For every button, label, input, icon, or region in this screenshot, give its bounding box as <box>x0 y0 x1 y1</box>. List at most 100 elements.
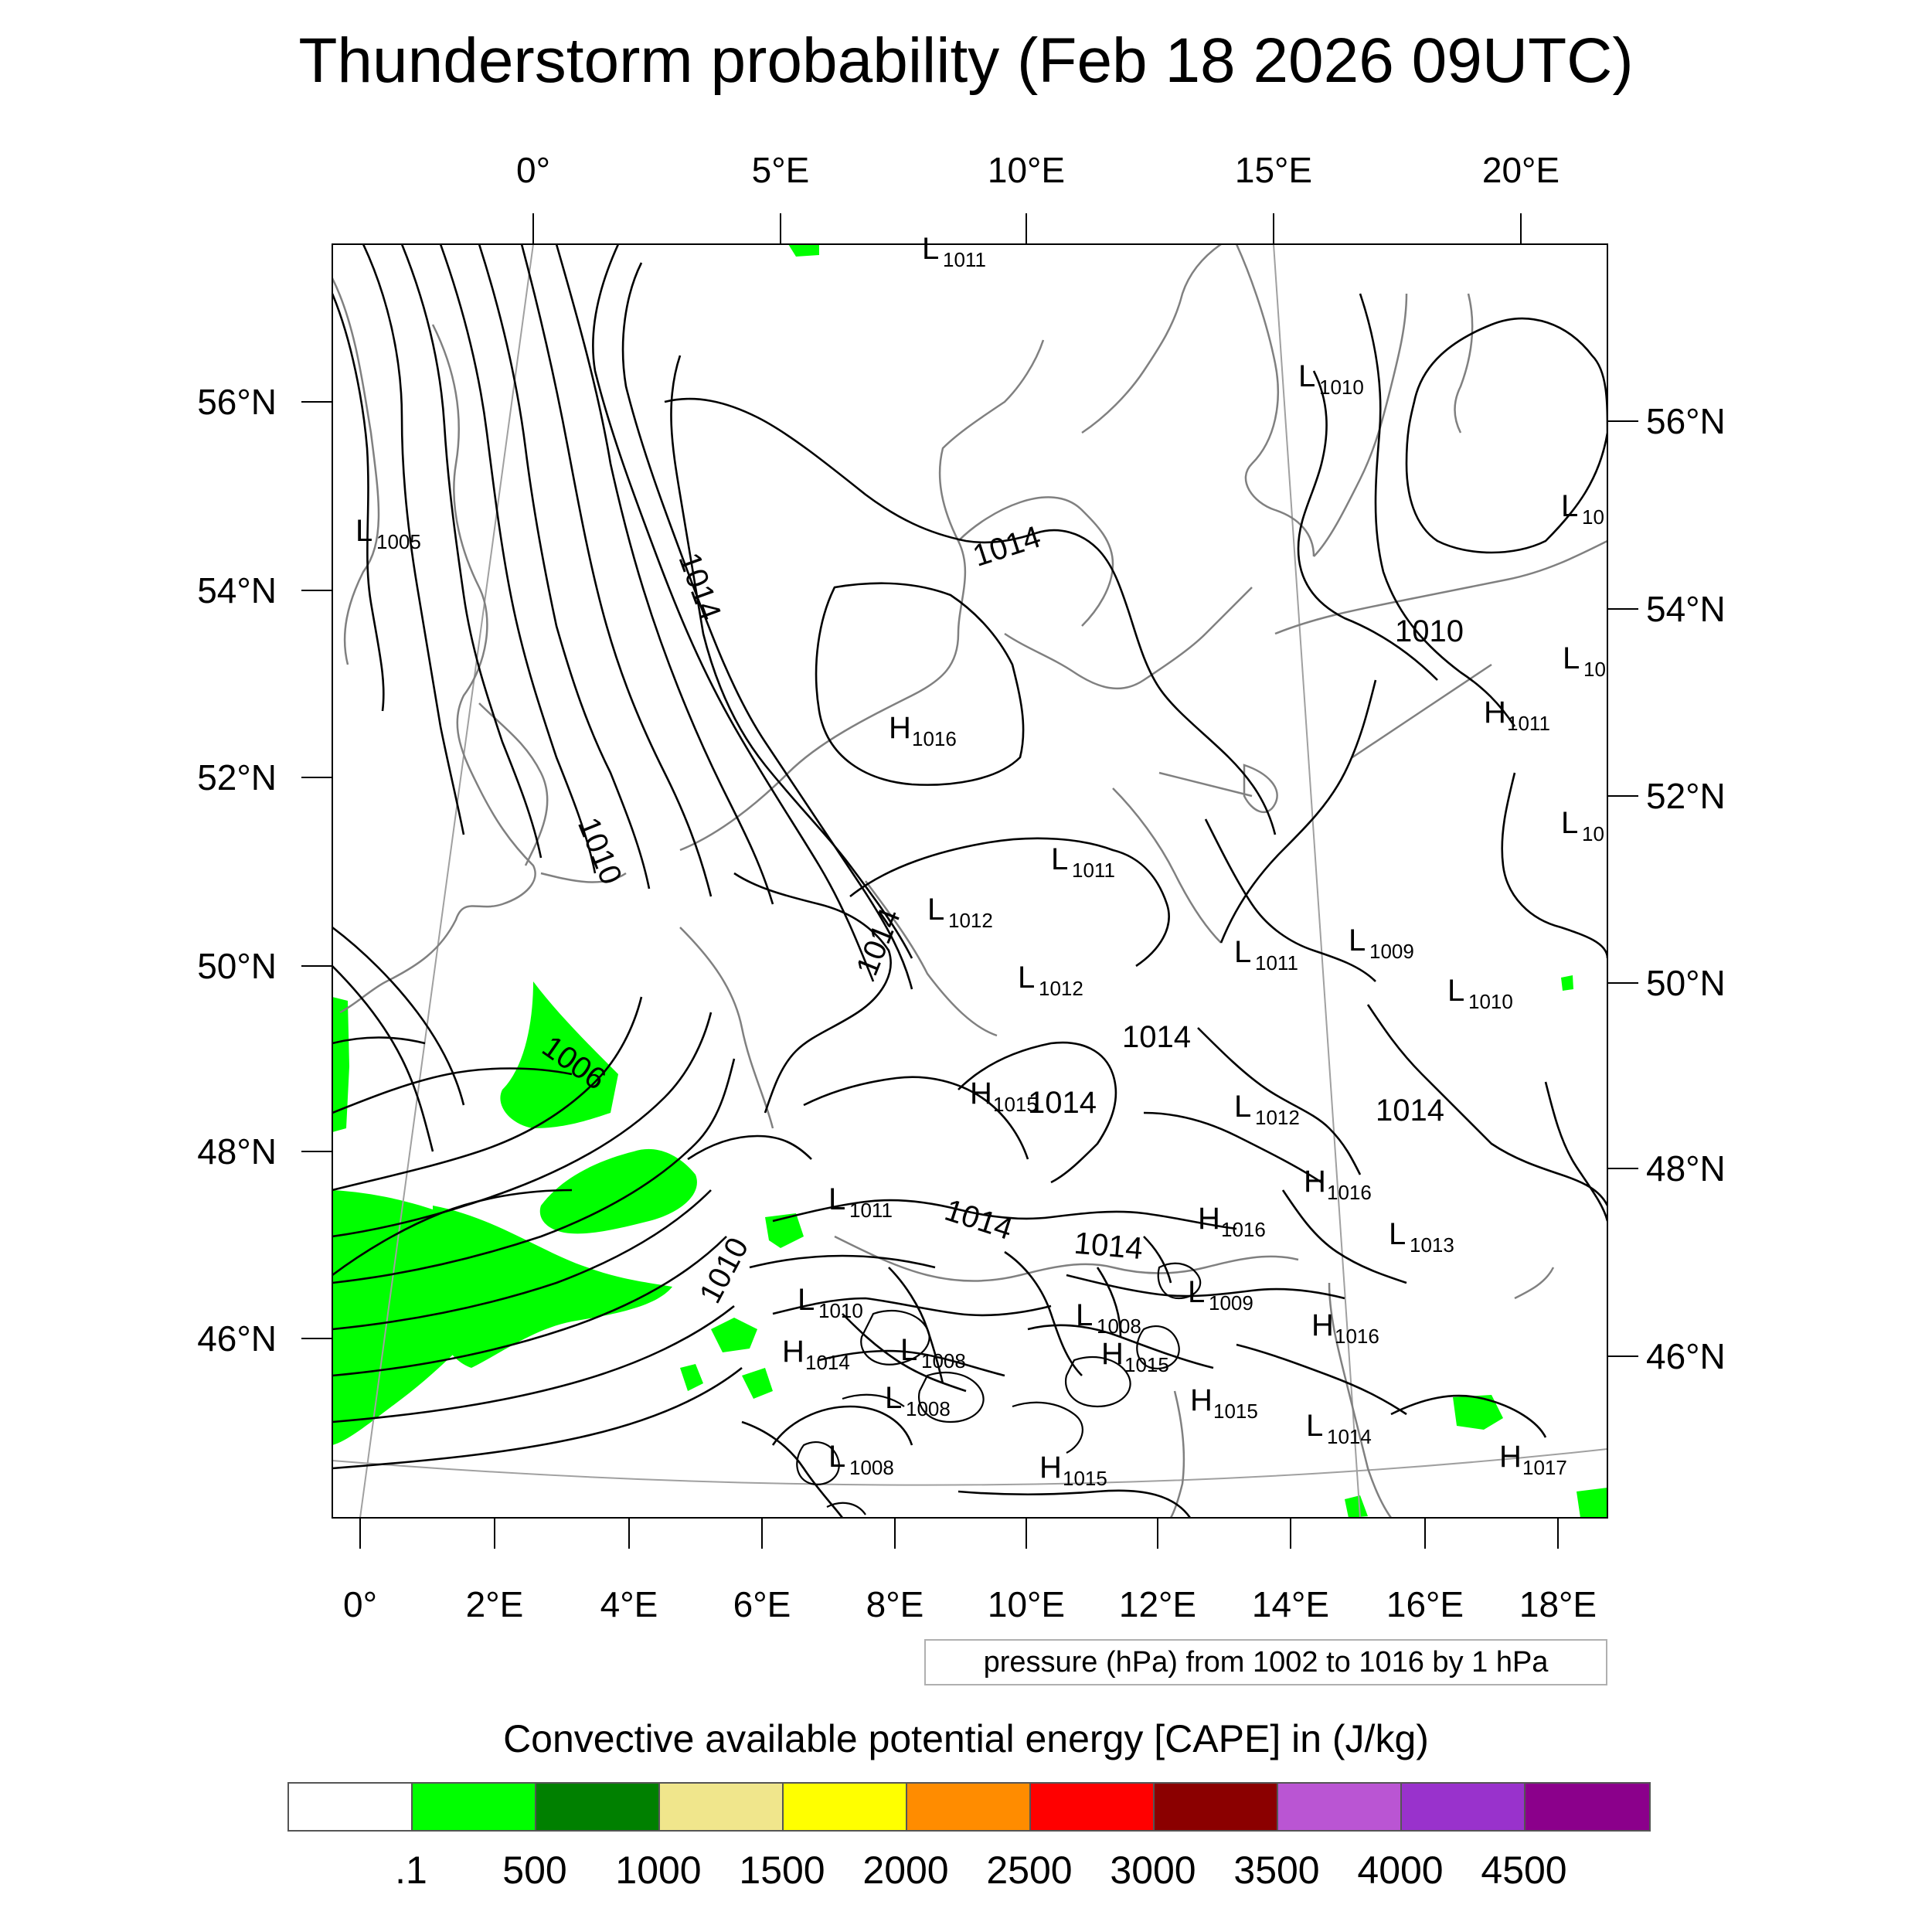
contour-label: 1014 <box>1028 1086 1097 1120</box>
svg-text:L: L <box>1234 935 1251 969</box>
svg-text:H: H <box>889 711 911 745</box>
lon-label: 16°E <box>1386 1584 1464 1624</box>
svg-text:1012: 1012 <box>1255 1106 1300 1129</box>
pressure-center: L 10 <box>1563 641 1606 681</box>
lat-label: 54°N <box>197 570 277 611</box>
svg-text:L: L <box>1561 489 1578 523</box>
svg-text:H: H <box>1484 696 1506 730</box>
pressure-center: L 1014 <box>1306 1409 1372 1448</box>
colorbar-label: 2500 <box>986 1849 1073 1892</box>
colorbar-swatch <box>784 1784 907 1830</box>
pressure-center: H 1015 <box>1190 1383 1258 1423</box>
pressure-center: L 1011 <box>828 1182 893 1222</box>
svg-text:L: L <box>900 1333 917 1367</box>
pressure-center: L 1012 <box>1234 1090 1300 1129</box>
svg-text:1008: 1008 <box>921 1349 966 1372</box>
lon-label: 10°E <box>987 150 1066 190</box>
lon-label: 2°E <box>465 1584 524 1624</box>
lon-label: 0° <box>516 150 550 190</box>
colorbar-label: 4000 <box>1357 1849 1444 1892</box>
contour-label: 1010 <box>1395 614 1464 648</box>
svg-text:1015: 1015 <box>1063 1467 1107 1490</box>
colorbar <box>287 1782 1651 1832</box>
lat-label: 52°N <box>1646 776 1726 816</box>
svg-text:L: L <box>828 1182 845 1216</box>
lat-label: 52°N <box>197 757 277 798</box>
pressure-center: L 10 <box>1561 489 1604 529</box>
graticule <box>332 244 1607 1518</box>
pressure-center: L 1008 <box>885 1381 951 1420</box>
colorbar-swatch <box>413 1784 536 1830</box>
pressure-center: L 1008 <box>1076 1298 1141 1338</box>
lon-label: 5°E <box>751 150 810 190</box>
svg-text:1005: 1005 <box>376 530 421 553</box>
svg-text:10: 10 <box>1583 658 1606 681</box>
pressure-center: L 1012 <box>927 893 993 932</box>
svg-text:1009: 1009 <box>1369 940 1414 963</box>
svg-text:1013: 1013 <box>1410 1233 1454 1257</box>
svg-text:1016: 1016 <box>912 727 957 750</box>
tick-marks <box>301 213 1638 1549</box>
svg-text:L: L <box>1076 1298 1093 1332</box>
svg-text:1010: 1010 <box>818 1299 863 1322</box>
contour-label: 1014 <box>850 904 907 981</box>
svg-text:1012: 1012 <box>1039 977 1083 1000</box>
svg-text:1017: 1017 <box>1522 1456 1567 1479</box>
contour-label: 1014 <box>969 520 1045 573</box>
colorbar-swatch <box>907 1784 1031 1830</box>
lat-label: 56°N <box>197 382 277 422</box>
lon-label: 10°E <box>987 1584 1066 1624</box>
contour-info-box: pressure (hPa) from 1002 to 1016 by 1 hP… <box>924 1639 1607 1685</box>
lat-label: 46°N <box>197 1318 277 1359</box>
colorbar-label: .1 <box>395 1849 427 1892</box>
lon-label: 18°E <box>1519 1584 1597 1624</box>
pressure-center: L 1010 <box>798 1283 863 1322</box>
svg-text:1011: 1011 <box>1507 712 1550 735</box>
pressure-center: L 10 <box>1561 806 1604 845</box>
pressure-center: H 1014 <box>782 1335 850 1374</box>
svg-text:L: L <box>1051 842 1068 876</box>
lon-label: 8°E <box>866 1584 924 1624</box>
lat-label: 56°N <box>1646 401 1726 441</box>
svg-text:L: L <box>355 514 372 548</box>
svg-text:1008: 1008 <box>906 1397 951 1420</box>
svg-text:1010: 1010 <box>1468 990 1513 1013</box>
colorbar-label: 4500 <box>1481 1849 1567 1892</box>
lat-label: 50°N <box>197 946 277 986</box>
svg-text:10: 10 <box>1582 822 1604 845</box>
lon-label: 20°E <box>1481 150 1560 190</box>
colorbar-title: Convective available potential energy [C… <box>503 1717 1429 1760</box>
svg-text:1016: 1016 <box>1327 1181 1372 1204</box>
lat-label: 48°N <box>1646 1148 1726 1189</box>
svg-text:1009: 1009 <box>1209 1291 1253 1315</box>
pressure-center: H 1015 <box>1039 1451 1107 1490</box>
colorbar-label: 500 <box>502 1849 567 1892</box>
lat-label: 48°N <box>197 1131 277 1172</box>
lon-label: 12°E <box>1118 1584 1197 1624</box>
pressure-center: H 1017 <box>1499 1440 1567 1479</box>
svg-text:1015: 1015 <box>1124 1353 1169 1376</box>
pressure-center: H 1016 <box>1198 1202 1266 1241</box>
pressure-center: L 1009 <box>1349 923 1414 963</box>
pressure-center: L 1008 <box>900 1333 966 1372</box>
colorbar-label: 1000 <box>615 1849 702 1892</box>
svg-text:L: L <box>1298 359 1315 393</box>
svg-text:H: H <box>1311 1308 1334 1342</box>
svg-text:L: L <box>1188 1275 1205 1309</box>
svg-text:L: L <box>1349 923 1366 957</box>
pressure-center: L 1011 <box>1051 842 1115 882</box>
pressure-center: H 1011 <box>1484 696 1550 735</box>
svg-text:L: L <box>1563 641 1580 675</box>
colorbar-swatch <box>660 1784 784 1830</box>
svg-text:H: H <box>1190 1383 1213 1417</box>
pressure-center: L 1010 <box>1447 974 1513 1013</box>
svg-text:H: H <box>1198 1202 1220 1236</box>
colorbar-swatch <box>1155 1784 1278 1830</box>
lon-label: 0° <box>343 1584 377 1624</box>
colorbar-swatch <box>1278 1784 1402 1830</box>
pressure-center: H 1016 <box>1311 1308 1379 1348</box>
contour-label: 1010 <box>693 1232 756 1308</box>
pressure-center: H 1015 <box>1101 1337 1169 1376</box>
